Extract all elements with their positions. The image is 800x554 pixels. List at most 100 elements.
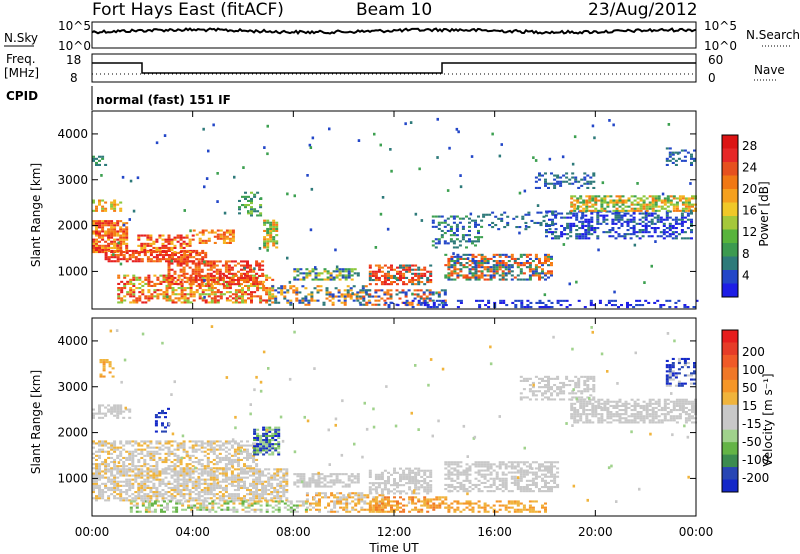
heatmap-cell — [128, 499, 132, 502]
heatmap-cell — [201, 233, 205, 236]
heatmap-cell — [113, 232, 117, 235]
heatmap-cell — [563, 229, 567, 232]
heatmap-cell — [92, 474, 95, 477]
heatmap-cell — [343, 295, 347, 298]
heatmap-cell — [431, 291, 435, 294]
heatmap-cell — [663, 199, 667, 202]
heatmap-cell — [338, 479, 342, 482]
heatmap-cell — [471, 266, 475, 269]
heatmap-cell — [191, 251, 195, 254]
heatmap-cell — [249, 264, 252, 267]
heatmap-cell — [101, 209, 105, 212]
heatmap-cell — [462, 276, 466, 279]
heatmap-cell — [119, 249, 123, 252]
heatmap-cell — [338, 278, 342, 281]
heatmap-cell — [293, 276, 297, 279]
heatmap-cell — [680, 218, 684, 221]
heatmap-cell — [135, 504, 139, 507]
heatmap-cell — [326, 481, 330, 484]
heatmap-cell — [146, 463, 150, 466]
heatmap-cell — [237, 463, 240, 466]
heatmap-cell — [641, 224, 645, 227]
heatmap-cell — [413, 293, 417, 296]
heatmap-cell — [279, 495, 283, 498]
heatmap-cell — [194, 484, 198, 487]
heatmap-cell — [167, 242, 171, 245]
heatmap-cell — [241, 301, 244, 304]
heatmap-cell — [92, 491, 95, 494]
freq-label: Freq. — [6, 52, 36, 66]
heatmap-cell — [92, 249, 95, 252]
nave-tick-top: 60 — [708, 53, 723, 67]
heatmap-cell — [650, 212, 654, 215]
heatmap-cell — [213, 235, 217, 238]
heatmap-cell — [468, 229, 471, 232]
heatmap-cell — [126, 280, 130, 283]
heatmap-cell — [277, 291, 281, 294]
heatmap-cell — [113, 440, 117, 443]
heatmap-cell — [95, 238, 98, 241]
heatmap-cell — [179, 283, 183, 286]
heatmap-cell — [92, 484, 95, 487]
heatmap-cell — [277, 428, 281, 431]
heatmap-cell — [119, 489, 123, 492]
heatmap-cell — [146, 495, 150, 498]
heatmap-cell — [146, 470, 150, 473]
heatmap-cell — [666, 199, 670, 202]
heatmap-cell — [280, 293, 284, 296]
heatmap-cell — [534, 176, 538, 179]
heatmap-cell — [247, 502, 251, 505]
heatmap-cell — [104, 201, 108, 204]
heatmap-cell — [666, 197, 670, 200]
heatmap-cell — [104, 254, 108, 257]
heatmap-cell — [657, 205, 661, 208]
heatmap-cell — [671, 237, 675, 240]
heatmap-cell — [559, 180, 563, 183]
heatmap-cell — [265, 504, 269, 507]
heatmap-cell — [215, 484, 219, 487]
heatmap-cell — [185, 489, 189, 492]
heatmap-cell — [557, 212, 561, 215]
heatmap-cell — [95, 463, 98, 466]
heatmap-cell — [680, 237, 684, 240]
heatmap-cell — [200, 499, 204, 502]
heatmap-cell — [265, 443, 269, 446]
heatmap-cell — [305, 492, 309, 495]
heatmap-cell — [263, 229, 267, 232]
heatmap-cell — [137, 236, 141, 239]
heatmap-cell — [165, 278, 169, 281]
heatmap-cell — [131, 482, 135, 485]
heatmap-cell — [627, 197, 631, 200]
heatmap-cell — [212, 458, 216, 461]
heatmap-cell — [690, 153, 693, 156]
heatmap-cell — [146, 242, 150, 245]
heatmap-cell — [693, 157, 696, 160]
heatmap-cell — [264, 497, 268, 500]
heatmap-cell — [183, 276, 187, 279]
heatmap-cell — [486, 257, 490, 260]
heatmap-cell — [202, 506, 206, 509]
heatmap-cell — [210, 293, 214, 296]
heatmap-cell — [252, 484, 256, 487]
heatmap-cell — [235, 508, 239, 511]
heatmap-cell — [449, 215, 453, 218]
heatmap-cell — [149, 236, 153, 239]
heatmap-cell — [168, 256, 171, 259]
heatmap-cell — [185, 262, 189, 265]
heatmap-cell — [191, 486, 195, 489]
heatmap-cell — [194, 456, 198, 459]
heatmap-cell — [227, 493, 231, 496]
heatmap-cell — [408, 488, 412, 491]
heatmap-cell — [246, 262, 249, 265]
heatmap-cell — [116, 468, 120, 471]
heatmap-cell — [311, 278, 315, 281]
heatmap-cell — [191, 470, 195, 473]
heatmap-cell — [562, 174, 566, 177]
heatmap-cell — [259, 212, 263, 215]
heatmap-cell — [465, 276, 469, 279]
heatmap-cell — [459, 185, 463, 189]
heatmap-cell — [184, 500, 188, 503]
heatmap-cell — [318, 510, 321, 513]
heatmap-cell — [224, 476, 228, 479]
heatmap-cell — [686, 227, 690, 230]
